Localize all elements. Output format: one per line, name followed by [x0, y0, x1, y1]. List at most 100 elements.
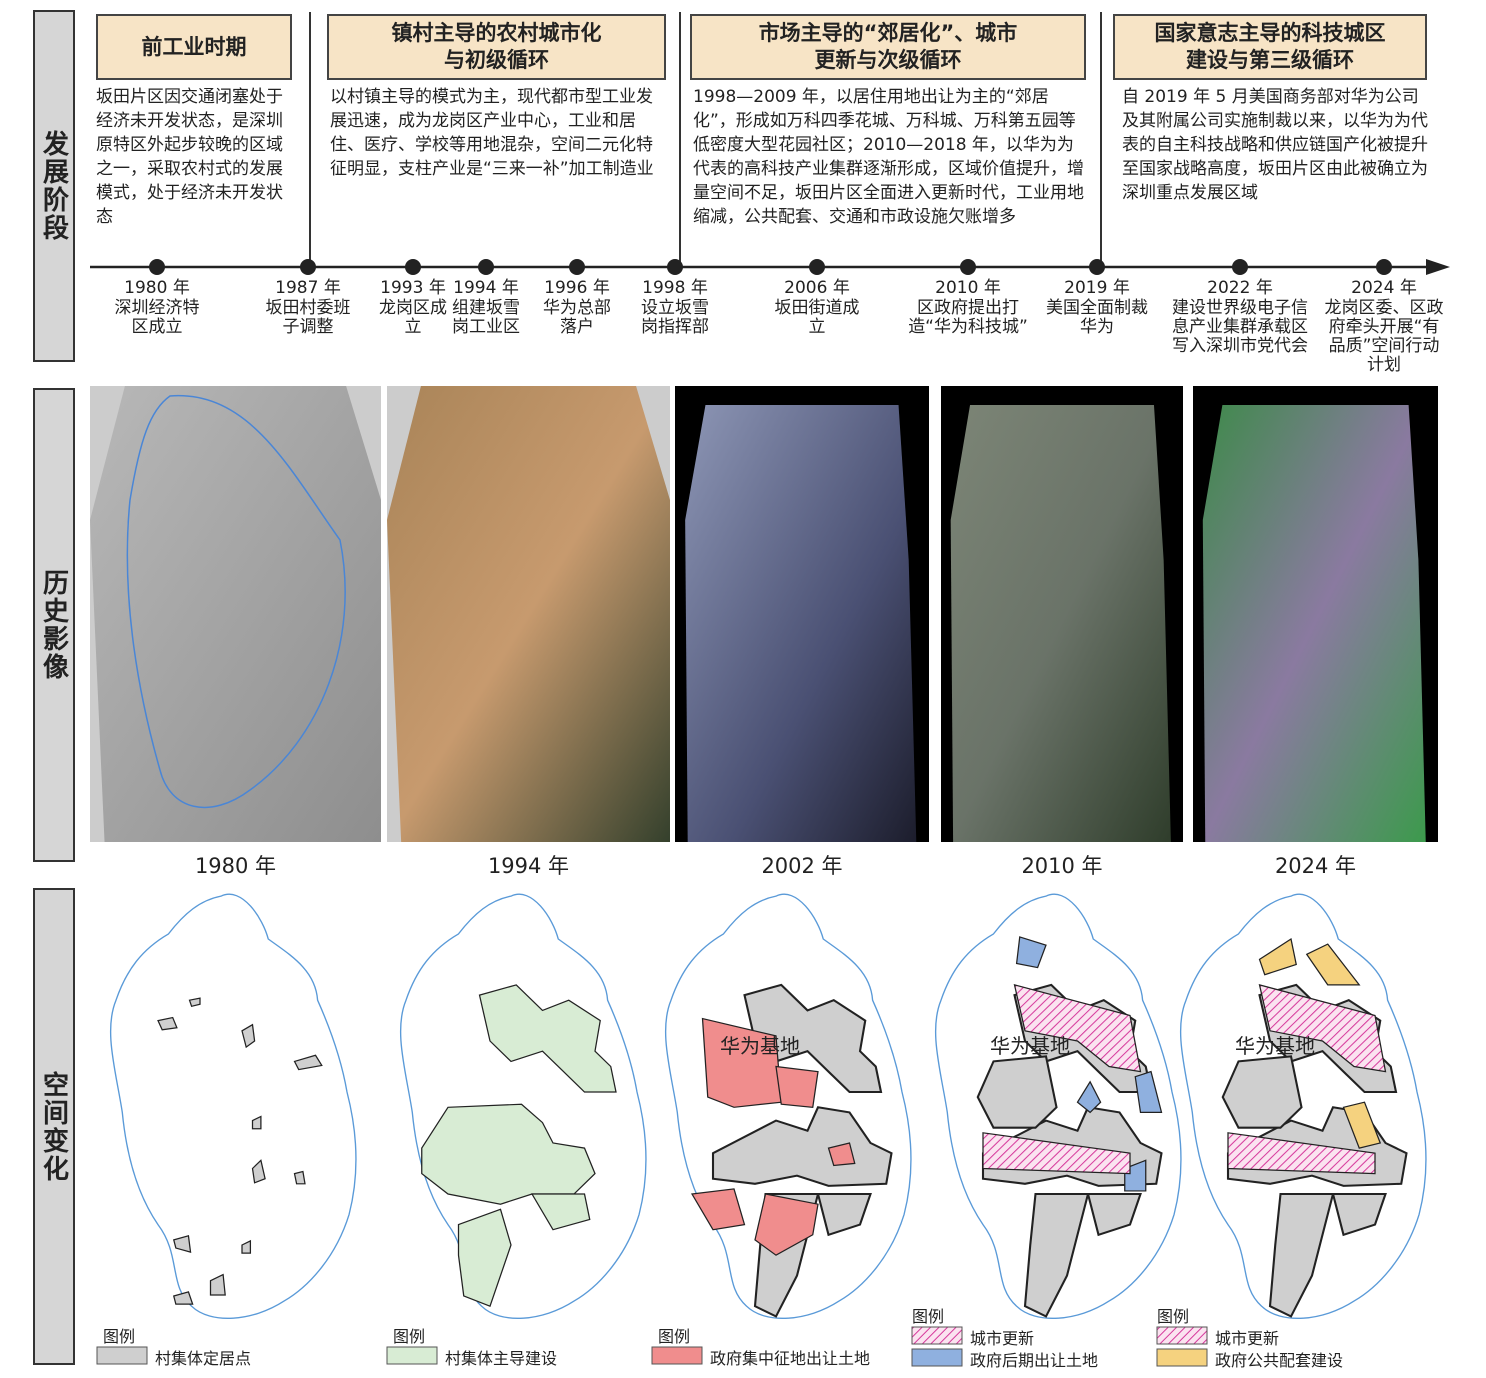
- land-patch: [1076, 1080, 1102, 1114]
- legend-swatch: [1156, 1348, 1208, 1367]
- image-year: 1980 年: [194, 854, 277, 878]
- image-year: 2024 年: [1274, 854, 1357, 878]
- timeline-dot: [667, 259, 683, 275]
- land-patch: [1258, 984, 1387, 1073]
- row-label: 历史影像: [33, 388, 75, 862]
- timeline-year: 1994 年: [453, 278, 519, 298]
- stage-title-line: 国家意志主导的科技城区: [1154, 21, 1386, 45]
- legend-swatch: [1156, 1326, 1208, 1345]
- legend-label: 城市更新: [1215, 1329, 1280, 1348]
- timeline-year: 2024 年: [1351, 278, 1417, 298]
- land-patch: [690, 1188, 746, 1231]
- timeline-event: 美国全面制裁华为: [1046, 298, 1148, 337]
- timeline-event: 华为总部落户: [543, 298, 611, 337]
- stage-title-line: 建设与第三级循环: [1186, 48, 1354, 72]
- timeline-year: 1998 年: [642, 278, 708, 298]
- timeline-event: 区政府提出打造“华为科技城”: [908, 298, 1028, 337]
- map: [1179, 893, 1427, 1320]
- land-patch: [457, 1208, 512, 1308]
- legend-label: 政府公共配套建设: [1215, 1351, 1344, 1370]
- legend-swatch: [96, 1346, 148, 1365]
- image-footprint: [950, 405, 1171, 842]
- legend-label: 城市更新: [970, 1329, 1035, 1348]
- legend-title: 图例: [393, 1327, 426, 1346]
- timeline-dot: [478, 259, 494, 275]
- land-patch: [1013, 984, 1142, 1073]
- legend-label: 政府集中征地出让土地: [710, 1349, 871, 1368]
- land-patch: [1342, 1101, 1382, 1149]
- stage-title-line: 与初级循环: [444, 48, 549, 72]
- land-patch: [1305, 943, 1361, 986]
- boundary: [126, 395, 346, 809]
- image-year: 1994 年: [487, 854, 570, 878]
- land-patch: [251, 1115, 262, 1130]
- legend-title: 图例: [1157, 1307, 1190, 1326]
- land-patch: [754, 1193, 819, 1256]
- land-patch: [241, 1023, 256, 1049]
- land-patch: [1258, 937, 1297, 976]
- map-label: 华为基地: [720, 1034, 800, 1058]
- map: [109, 893, 357, 1320]
- legend-title: 图例: [658, 1327, 691, 1346]
- timeline-year: 1987 年: [275, 278, 341, 298]
- timeline-arrow: [1426, 259, 1450, 275]
- timeline-event: 龙岗区委、区政府牵头开展“有品质”空间行动计划: [1324, 298, 1444, 375]
- land-patch: [1134, 1070, 1163, 1114]
- stage-title: 市场主导的“郊居化”、城市 更新与次级循环: [690, 14, 1086, 80]
- timeline-year: 2019 年: [1064, 278, 1130, 298]
- row-label: 发展阶段: [33, 10, 75, 362]
- land-patch: [1227, 1132, 1376, 1175]
- map: [934, 893, 1182, 1320]
- legend-swatch: [911, 1326, 963, 1345]
- land-patch: [188, 997, 201, 1008]
- stage-title-line: 镇村主导的农村城市化: [391, 21, 602, 45]
- timeline-year: 2006 年: [784, 278, 850, 298]
- stage-text: 自 2019 年 5 月美国商务部对华为公司及其附属公司实施制裁以来，以华为为代…: [1122, 87, 1428, 203]
- stage-title-line: 更新与次级循环: [814, 48, 962, 72]
- stage-title: 镇村主导的农村城市化 与初级循环: [327, 14, 666, 80]
- image-footprint: [685, 405, 917, 842]
- timeline-event: 深圳经济特区成立: [114, 298, 200, 337]
- land-patch: [293, 1170, 306, 1185]
- timeline-dot: [960, 259, 976, 275]
- land-patch: [478, 984, 617, 1093]
- legend-swatch: [386, 1346, 438, 1365]
- land-patch: [530, 1193, 591, 1231]
- timeline-year: 2010 年: [935, 278, 1001, 298]
- stage-title-line: 前工业时期: [141, 34, 247, 59]
- land-patch: [1268, 1192, 1387, 1318]
- map: [664, 893, 912, 1320]
- stage-text: 以村镇主导的模式为主，现代都市型工业发展迅速，成为龙岗区产业中心，工业和居住、医…: [330, 87, 654, 179]
- timeline-dot: [1089, 259, 1105, 275]
- timeline-event: 坂田街道成立: [774, 298, 860, 337]
- land-patch: [743, 983, 883, 1094]
- timeline-event: 设立坂雪岗指挥部: [641, 298, 709, 337]
- land-patch: [172, 1291, 194, 1305]
- timeline-event: 坂田村委班子调整: [265, 298, 351, 337]
- land-patch: [293, 1054, 323, 1071]
- stage-title: 国家意志主导的科技城区 建设与第三级循环: [1113, 14, 1427, 80]
- legend-label: 政府后期出让土地: [970, 1351, 1099, 1370]
- timeline-year: 1980 年: [124, 278, 190, 298]
- timeline-dot: [149, 259, 165, 275]
- map: [399, 893, 647, 1320]
- map-label: 华为基地: [990, 1034, 1070, 1058]
- legend-label: 村集体主导建设: [445, 1349, 558, 1368]
- land-patch: [251, 1159, 266, 1184]
- stage-text: 坂田片区因交通闭塞处于经济未开发状态，是深圳原特区外起步较晚的区域之一，采取农村…: [96, 87, 283, 227]
- land-patch: [1015, 936, 1047, 969]
- legend-swatch: [651, 1346, 703, 1365]
- timeline-year: 1996 年: [544, 278, 610, 298]
- legend-title: 图例: [103, 1327, 136, 1346]
- map-label: 华为基地: [1235, 1034, 1315, 1058]
- timeline-dot: [405, 259, 421, 275]
- timeline-year: 1993 年: [380, 278, 446, 298]
- legend-swatch: [911, 1348, 963, 1367]
- image-year: 2002 年: [761, 854, 843, 878]
- image-footprint: [1202, 405, 1426, 842]
- land-patch: [701, 1017, 782, 1108]
- timeline-dot: [569, 259, 585, 275]
- stage-title-line: 市场主导的“郊居化”、城市: [758, 21, 1018, 45]
